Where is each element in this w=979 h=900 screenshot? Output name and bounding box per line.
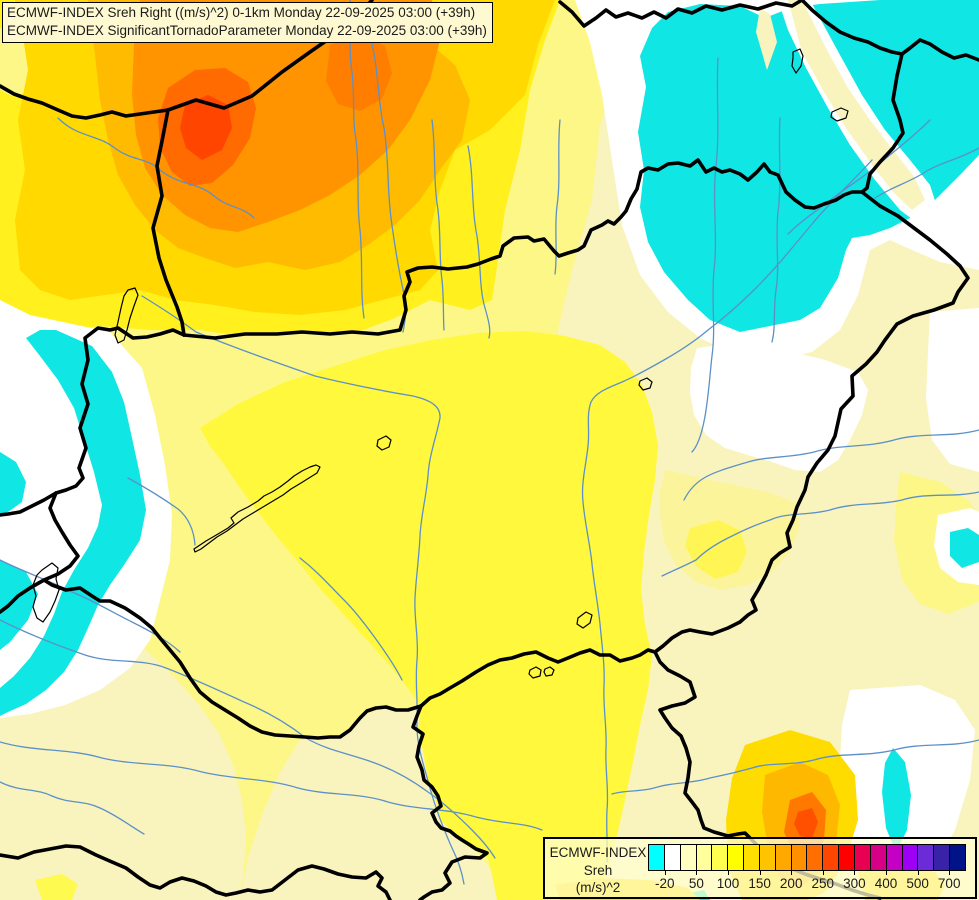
border-pl-sk xyxy=(558,0,804,28)
legend-tick-label: 100 xyxy=(716,876,740,891)
bosnia-river xyxy=(0,781,145,835)
legend-tick-label: 150 xyxy=(748,876,771,891)
legend-tick xyxy=(822,870,824,875)
legend-color-cell xyxy=(918,845,935,870)
lake-small-3 xyxy=(638,377,653,391)
sio-river xyxy=(299,557,403,681)
border-hu-ro xyxy=(738,190,970,624)
legend-tick-label: 250 xyxy=(811,876,835,891)
legend-color-cell xyxy=(902,845,919,870)
legend-color-cell xyxy=(823,845,840,870)
legend-tick-label: 500 xyxy=(906,876,929,891)
legend-tick xyxy=(791,870,793,875)
border-hr-bih xyxy=(0,844,392,900)
legend-color-cell xyxy=(807,845,824,870)
lake-balaton xyxy=(193,464,321,553)
morava-river xyxy=(349,0,365,319)
title-line-2: ECMWF-INDEX SignificantTornadoParameter … xyxy=(7,23,487,38)
koros-south-river xyxy=(661,491,979,577)
legend-tick xyxy=(886,870,887,875)
lake-tisza xyxy=(576,611,593,629)
hron-river xyxy=(467,145,491,339)
legend-tick-label: 300 xyxy=(843,876,866,891)
border-at-hu xyxy=(0,326,186,517)
legend-color-cell xyxy=(759,845,776,870)
border-ua-hu xyxy=(860,52,905,194)
lake-neusiedl xyxy=(114,287,139,344)
legend-color-cell xyxy=(664,845,681,870)
legend-tick xyxy=(917,870,919,875)
legend-tick xyxy=(664,870,666,875)
legend-panel: ECMWF-INDEX Sreh (m/s)^2 -20 50 100 150 200 2… xyxy=(543,837,977,899)
legend-title-line3: (m/s)^2 xyxy=(575,880,621,895)
lake-slovakia-1 xyxy=(791,48,804,74)
legend-color-cell xyxy=(854,845,871,870)
legend-tick xyxy=(949,870,951,875)
legend-color-cell xyxy=(680,845,697,870)
border-at-sk xyxy=(151,108,186,337)
legend-color-cell xyxy=(950,845,965,870)
legend-tick xyxy=(854,870,856,875)
sava-river xyxy=(0,741,543,831)
border-hu-sk xyxy=(182,158,864,340)
lake-small-1 xyxy=(528,666,542,679)
legend-tick-label: -20 xyxy=(655,876,675,891)
legend-tick-label: 50 xyxy=(688,876,704,891)
border-slo-west xyxy=(0,578,46,614)
mures-river xyxy=(611,739,979,795)
legend-title: ECMWF-INDEX Sreh (m/s)^2 xyxy=(549,844,647,897)
bodrog-river xyxy=(787,119,931,235)
hornad-river xyxy=(691,57,719,453)
upper-tisza-river xyxy=(874,147,979,199)
legend-color-cell xyxy=(870,845,887,870)
legend-color-cell xyxy=(839,845,855,870)
border-hu-hr-danube xyxy=(411,704,489,900)
lake-slovakia-2 xyxy=(830,107,849,122)
austria-river-2 xyxy=(159,169,255,219)
ondava-river xyxy=(771,117,781,343)
koros-river xyxy=(683,429,979,501)
legend-color-cell xyxy=(886,845,903,870)
legend-color-cell xyxy=(934,845,951,870)
legend-color-cell xyxy=(775,845,792,870)
title-box: ECMWF-INDEX Sreh Right ((m/s)^2) 0-1km M… xyxy=(2,2,493,43)
legend-color-cell xyxy=(712,845,729,870)
legend-title-line1: ECMWF-INDEX xyxy=(549,845,647,860)
legend-tick xyxy=(759,870,761,875)
austria-river-1 xyxy=(57,117,161,171)
legend-color-cell xyxy=(649,845,665,870)
title-line-1: ECMWF-INDEX Sreh Right ((m/s)^2) 0-1km M… xyxy=(7,5,476,20)
border-cz-at xyxy=(0,84,170,120)
tisza-river xyxy=(581,159,873,863)
legend-color-cell xyxy=(728,845,745,870)
legend-tick-label: 200 xyxy=(779,876,803,891)
legend-ticks: -20 50 100 150 200 250 300 400 500 700 xyxy=(649,870,965,898)
legend-tick xyxy=(728,870,729,875)
legend-tick xyxy=(696,870,698,875)
legend-tick-label: 400 xyxy=(874,876,898,891)
lake-small-2 xyxy=(543,666,555,677)
legend-color-cell xyxy=(791,845,808,870)
legend-tick-label: 700 xyxy=(937,876,961,891)
border-sk-ua xyxy=(800,0,979,62)
lakes xyxy=(32,48,849,679)
legend-color-cell xyxy=(696,845,713,870)
legend-title-line2: Sreh xyxy=(583,862,613,878)
danube-river xyxy=(141,295,465,885)
legend-colorbar xyxy=(648,844,966,871)
border-hu-srb xyxy=(419,620,742,708)
lake-velence xyxy=(376,435,392,451)
legend-color-cell xyxy=(744,845,760,870)
border-slo-hr-hu xyxy=(42,491,423,740)
nitra-river xyxy=(431,119,445,331)
zala-river xyxy=(127,477,196,546)
